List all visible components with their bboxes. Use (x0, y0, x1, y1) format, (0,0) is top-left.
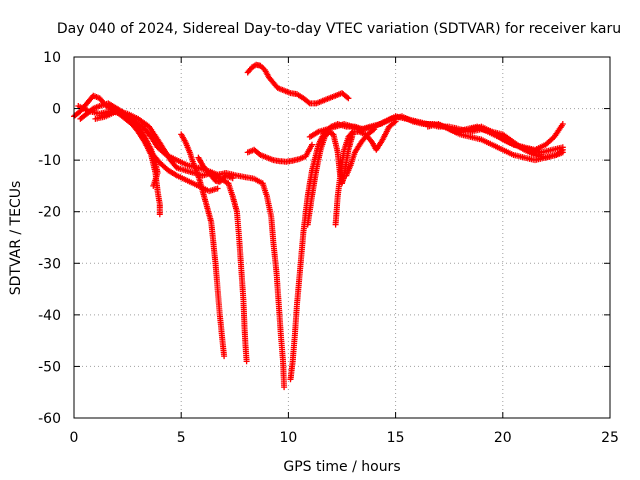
y-tick-label: -40 (38, 308, 61, 324)
series-markers (467, 121, 566, 153)
series-s9 (244, 141, 315, 165)
y-tick-label: -20 (38, 205, 61, 221)
y-tick-label: 0 (52, 102, 61, 118)
series-markers (75, 103, 161, 189)
series-markers (178, 131, 228, 360)
y-tick-label: -30 (38, 256, 61, 272)
x-tick-label: 25 (601, 430, 619, 446)
plot-frame (73, 56, 611, 419)
series-markers (343, 126, 378, 179)
y-tick-label: -10 (38, 153, 61, 169)
series-s6 (178, 131, 228, 360)
series-markers (424, 121, 566, 164)
series-s16 (467, 121, 566, 153)
x-tick-label: 10 (279, 430, 297, 446)
series-s4 (75, 103, 161, 189)
y-tick-label: 10 (43, 50, 61, 66)
x-axis-label: GPS time / hours (283, 459, 400, 475)
series-markers (244, 141, 315, 165)
series-s5 (92, 108, 250, 365)
y-axis-label: SDTVAR / TECUs (8, 181, 24, 296)
series-markers (92, 108, 250, 365)
axis-ticks: 0 5 10 15 20 25 10 0 -10 -20 -30 -40 -50 -60 (38, 50, 619, 446)
series-s8 (244, 61, 352, 107)
x-tick-label: 0 (70, 430, 79, 446)
data-points (71, 61, 566, 391)
series-s14 (343, 126, 378, 179)
series-markers (244, 61, 352, 107)
series-markers (304, 128, 356, 228)
y-tick-label: -50 (38, 359, 61, 375)
series-markers (195, 154, 236, 185)
series-s15 (424, 121, 566, 164)
series-s11 (304, 128, 356, 228)
chart-title: Day 040 of 2024, Sidereal Day-to-day VTE… (57, 21, 621, 37)
x-tick-label: 20 (494, 430, 512, 446)
y-tick-label: -60 (38, 411, 61, 427)
x-tick-label: 15 (387, 430, 405, 446)
x-tick-label: 5 (177, 430, 186, 446)
series-s7 (195, 154, 236, 185)
